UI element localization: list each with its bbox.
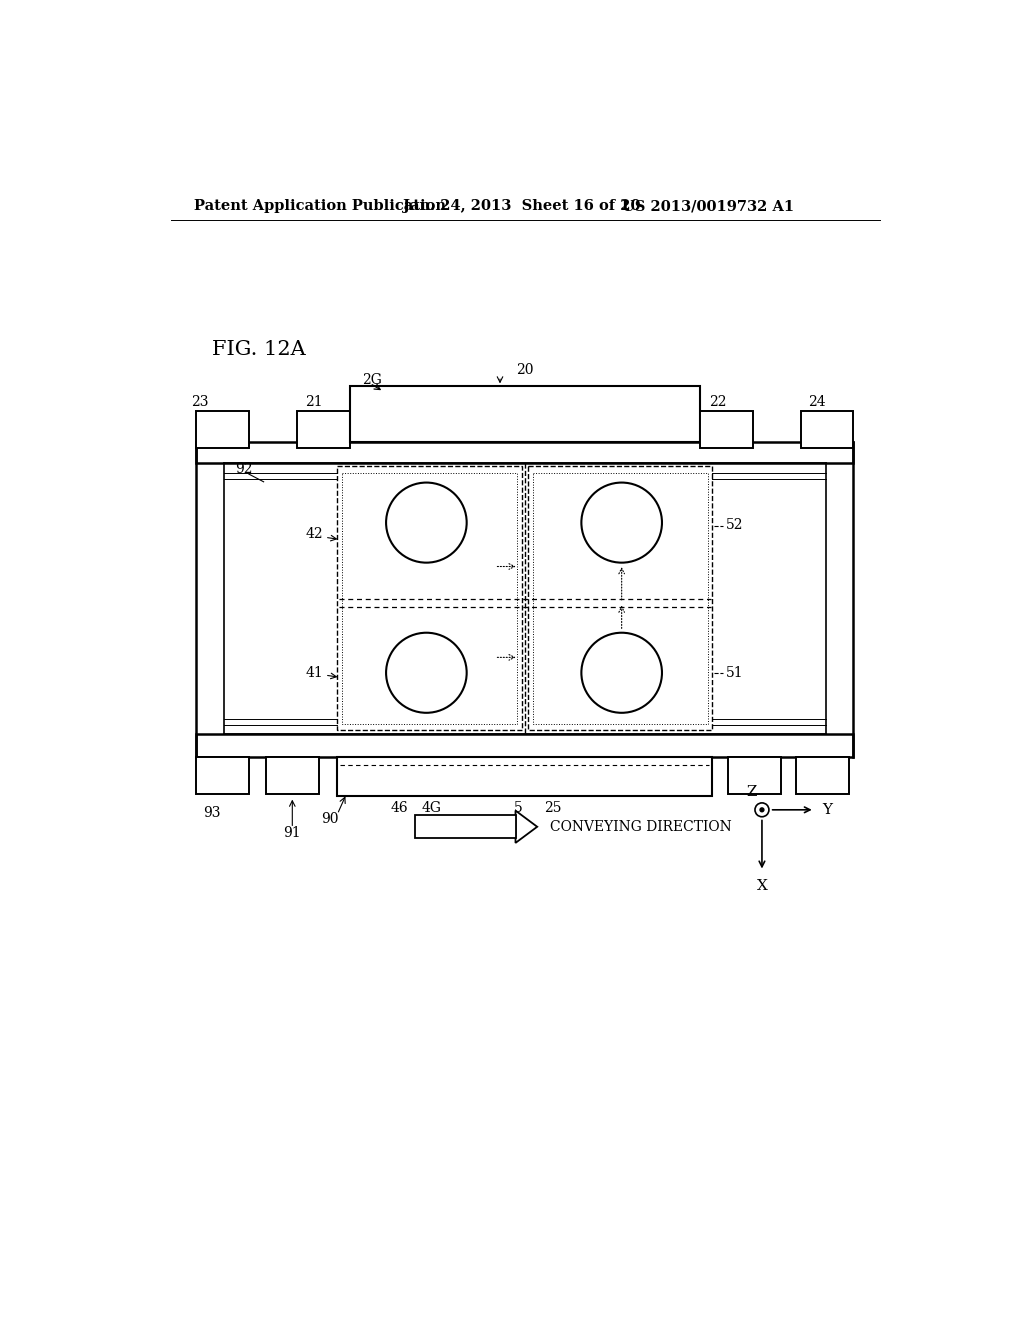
Bar	[197, 734, 853, 758]
Text: 92: 92	[234, 462, 253, 477]
Bar	[197, 411, 249, 447]
Text: 21: 21	[305, 396, 323, 409]
Text: 46: 46	[390, 800, 408, 814]
Text: X: X	[757, 879, 767, 894]
Text: 20: 20	[516, 363, 534, 378]
Text: 42: 42	[306, 527, 324, 541]
Bar	[415, 816, 515, 838]
Bar	[337, 466, 521, 730]
Text: CONVEYING DIRECTION: CONVEYING DIRECTION	[550, 820, 732, 834]
Bar	[528, 466, 713, 730]
Text: Jan. 24, 2013  Sheet 16 of 20: Jan. 24, 2013 Sheet 16 of 20	[403, 199, 641, 213]
Bar	[700, 411, 753, 447]
Text: US 2013/0019732 A1: US 2013/0019732 A1	[623, 199, 795, 213]
Text: 41: 41	[305, 665, 324, 680]
Text: Z: Z	[746, 785, 758, 799]
Bar	[337, 758, 713, 796]
Bar	[796, 758, 849, 795]
Bar	[266, 758, 318, 795]
Text: 93: 93	[204, 807, 221, 820]
Bar	[297, 411, 349, 447]
Bar	[728, 758, 780, 795]
Polygon shape	[515, 810, 538, 843]
Text: 25: 25	[544, 800, 561, 814]
Text: 22: 22	[710, 396, 727, 409]
Text: 90: 90	[322, 812, 339, 826]
Circle shape	[760, 808, 764, 812]
Bar	[349, 387, 700, 442]
Bar	[342, 473, 517, 723]
Text: 51: 51	[726, 665, 743, 680]
Text: 52: 52	[726, 517, 743, 532]
Text: 23: 23	[191, 396, 209, 409]
Bar	[197, 442, 853, 463]
Text: FIG. 12A: FIG. 12A	[212, 339, 305, 359]
Text: Patent Application Publication: Patent Application Publication	[194, 199, 445, 213]
Bar	[801, 411, 853, 447]
Text: 91: 91	[284, 826, 301, 840]
Text: 2G: 2G	[362, 374, 382, 387]
Text: 4G: 4G	[422, 800, 441, 814]
Bar	[532, 473, 708, 723]
Text: Y: Y	[822, 803, 833, 817]
Bar	[197, 758, 249, 795]
Text: 5: 5	[514, 800, 523, 814]
Text: 24: 24	[809, 396, 826, 409]
